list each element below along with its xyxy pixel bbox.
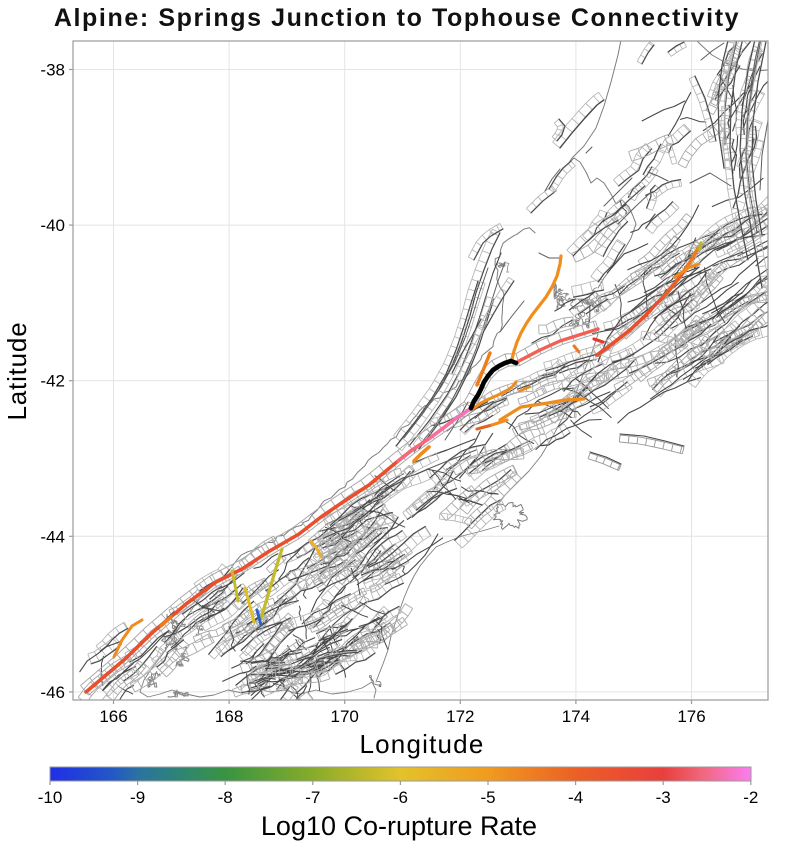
svg-text:Longitude: Longitude (359, 729, 484, 759)
svg-text:-38: -38 (40, 61, 65, 80)
svg-text:-5: -5 (480, 788, 495, 807)
svg-text:-44: -44 (40, 527, 65, 546)
svg-text:Alpine: Springs Junction to To: Alpine: Springs Junction to Tophouse Con… (54, 4, 740, 32)
svg-text:-42: -42 (40, 372, 65, 391)
svg-text:-7: -7 (305, 788, 320, 807)
svg-text:172: 172 (446, 707, 474, 726)
svg-text:Log10 Co-rupture Rate: Log10 Co-rupture Rate (261, 811, 537, 841)
svg-text:-46: -46 (40, 683, 65, 702)
svg-text:-10: -10 (38, 788, 63, 807)
svg-text:176: 176 (677, 707, 705, 726)
svg-text:-2: -2 (743, 788, 758, 807)
svg-text:-9: -9 (130, 788, 145, 807)
svg-text:-4: -4 (568, 788, 583, 807)
svg-text:166: 166 (99, 707, 127, 726)
svg-text:-40: -40 (40, 216, 65, 235)
svg-text:Latitude: Latitude (2, 322, 32, 421)
svg-text:174: 174 (562, 707, 590, 726)
svg-text:170: 170 (331, 707, 359, 726)
svg-text:-6: -6 (393, 788, 408, 807)
svg-text:-3: -3 (656, 788, 671, 807)
svg-text:-8: -8 (218, 788, 233, 807)
svg-text:168: 168 (215, 707, 243, 726)
